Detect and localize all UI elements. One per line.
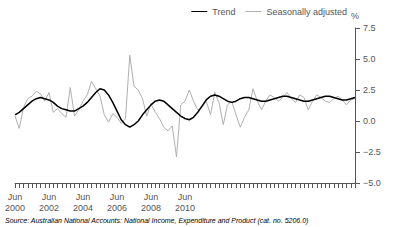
svg-text:2.5: 2.5 (363, 85, 376, 95)
svg-text:Jun: Jun (76, 192, 91, 202)
svg-text:Jun: Jun (144, 192, 159, 202)
svg-text:%: % (351, 11, 359, 21)
svg-text:2006: 2006 (107, 203, 127, 213)
svg-text:2008: 2008 (141, 203, 161, 213)
svg-text:7.5: 7.5 (363, 23, 376, 33)
svg-text:2000: 2000 (5, 203, 25, 213)
svg-text:Jun: Jun (110, 192, 125, 202)
svg-text:Trend: Trend (212, 7, 235, 17)
svg-text:Jun: Jun (42, 192, 57, 202)
svg-text:2010: 2010 (175, 203, 195, 213)
svg-text:0.0: 0.0 (363, 116, 376, 126)
svg-text:−5.0: −5.0 (363, 178, 381, 188)
svg-text:2004: 2004 (73, 203, 93, 213)
svg-text:Jun: Jun (8, 192, 23, 202)
svg-text:Seasonally adjusted: Seasonally adjusted (266, 7, 347, 17)
svg-text:Source: Australian National Ac: Source: Australian National Accounts: Na… (5, 217, 308, 225)
svg-text:Jun: Jun (178, 192, 193, 202)
svg-text:2002: 2002 (39, 203, 59, 213)
svg-text:5.0: 5.0 (363, 54, 376, 64)
svg-text:−2.5: −2.5 (363, 147, 381, 157)
